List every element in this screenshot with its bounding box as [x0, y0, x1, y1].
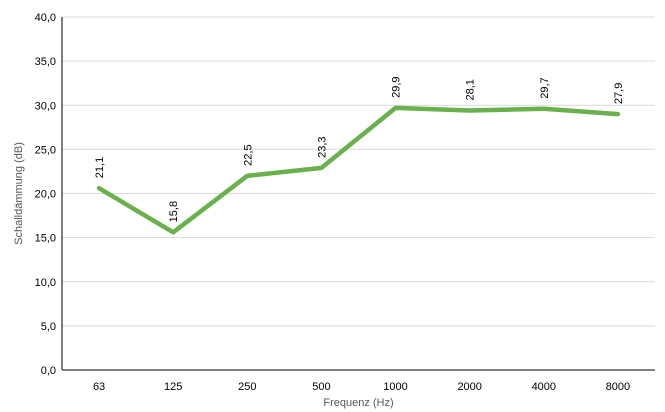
x-tick-label: 1000 [383, 381, 407, 393]
series-layer [96, 105, 621, 235]
y-tick-label: 40,0 [35, 12, 56, 24]
y-tick-label: 5,0 [41, 321, 56, 333]
y-tick-labels: 0,0 5,0 10,0 15,0 20,0 25,0 30,0 35,0 40,0 [35, 12, 56, 377]
x-tick-label: 2000 [457, 381, 481, 393]
x-tick-label: 4000 [532, 381, 556, 393]
y-tick-label: 30,0 [35, 100, 56, 112]
y-tick-label: 25,0 [35, 144, 56, 156]
y-axis-title: Schalldämmung (dB) [13, 142, 25, 245]
data-label: 23,3 [316, 136, 328, 157]
data-label: 22,5 [242, 144, 254, 165]
gridlines [62, 16, 655, 327]
y-tick-label: 20,0 [35, 189, 56, 201]
data-label: 29,7 [539, 77, 551, 98]
y-tick-label: 0,0 [41, 365, 56, 377]
data-label: 28,1 [465, 79, 477, 100]
x-tick-label: 8000 [606, 381, 630, 393]
data-label: 15,8 [168, 201, 180, 222]
axes [61, 17, 655, 371]
x-axis-title: Frequenz (Hz) [323, 397, 393, 409]
y-tick-label: 10,0 [35, 277, 56, 289]
series-line [96, 105, 621, 235]
x-tick-label: 125 [164, 381, 182, 393]
x-tick-label: 500 [312, 381, 330, 393]
data-label: 27,9 [613, 83, 625, 104]
data-labels: 21,1 15,8 22,5 23,3 29,9 28,1 29,7 27,9 [94, 76, 625, 222]
data-label: 21,1 [94, 157, 106, 178]
data-label: 29,9 [391, 76, 403, 97]
x-tick-label: 250 [238, 381, 256, 393]
x-tick-labels: 63 125 250 500 1000 2000 4000 8000 [93, 381, 630, 393]
y-tick-label: 35,0 [35, 56, 56, 68]
x-tick-label: 63 [93, 381, 105, 393]
y-tick-label: 15,0 [35, 233, 56, 245]
